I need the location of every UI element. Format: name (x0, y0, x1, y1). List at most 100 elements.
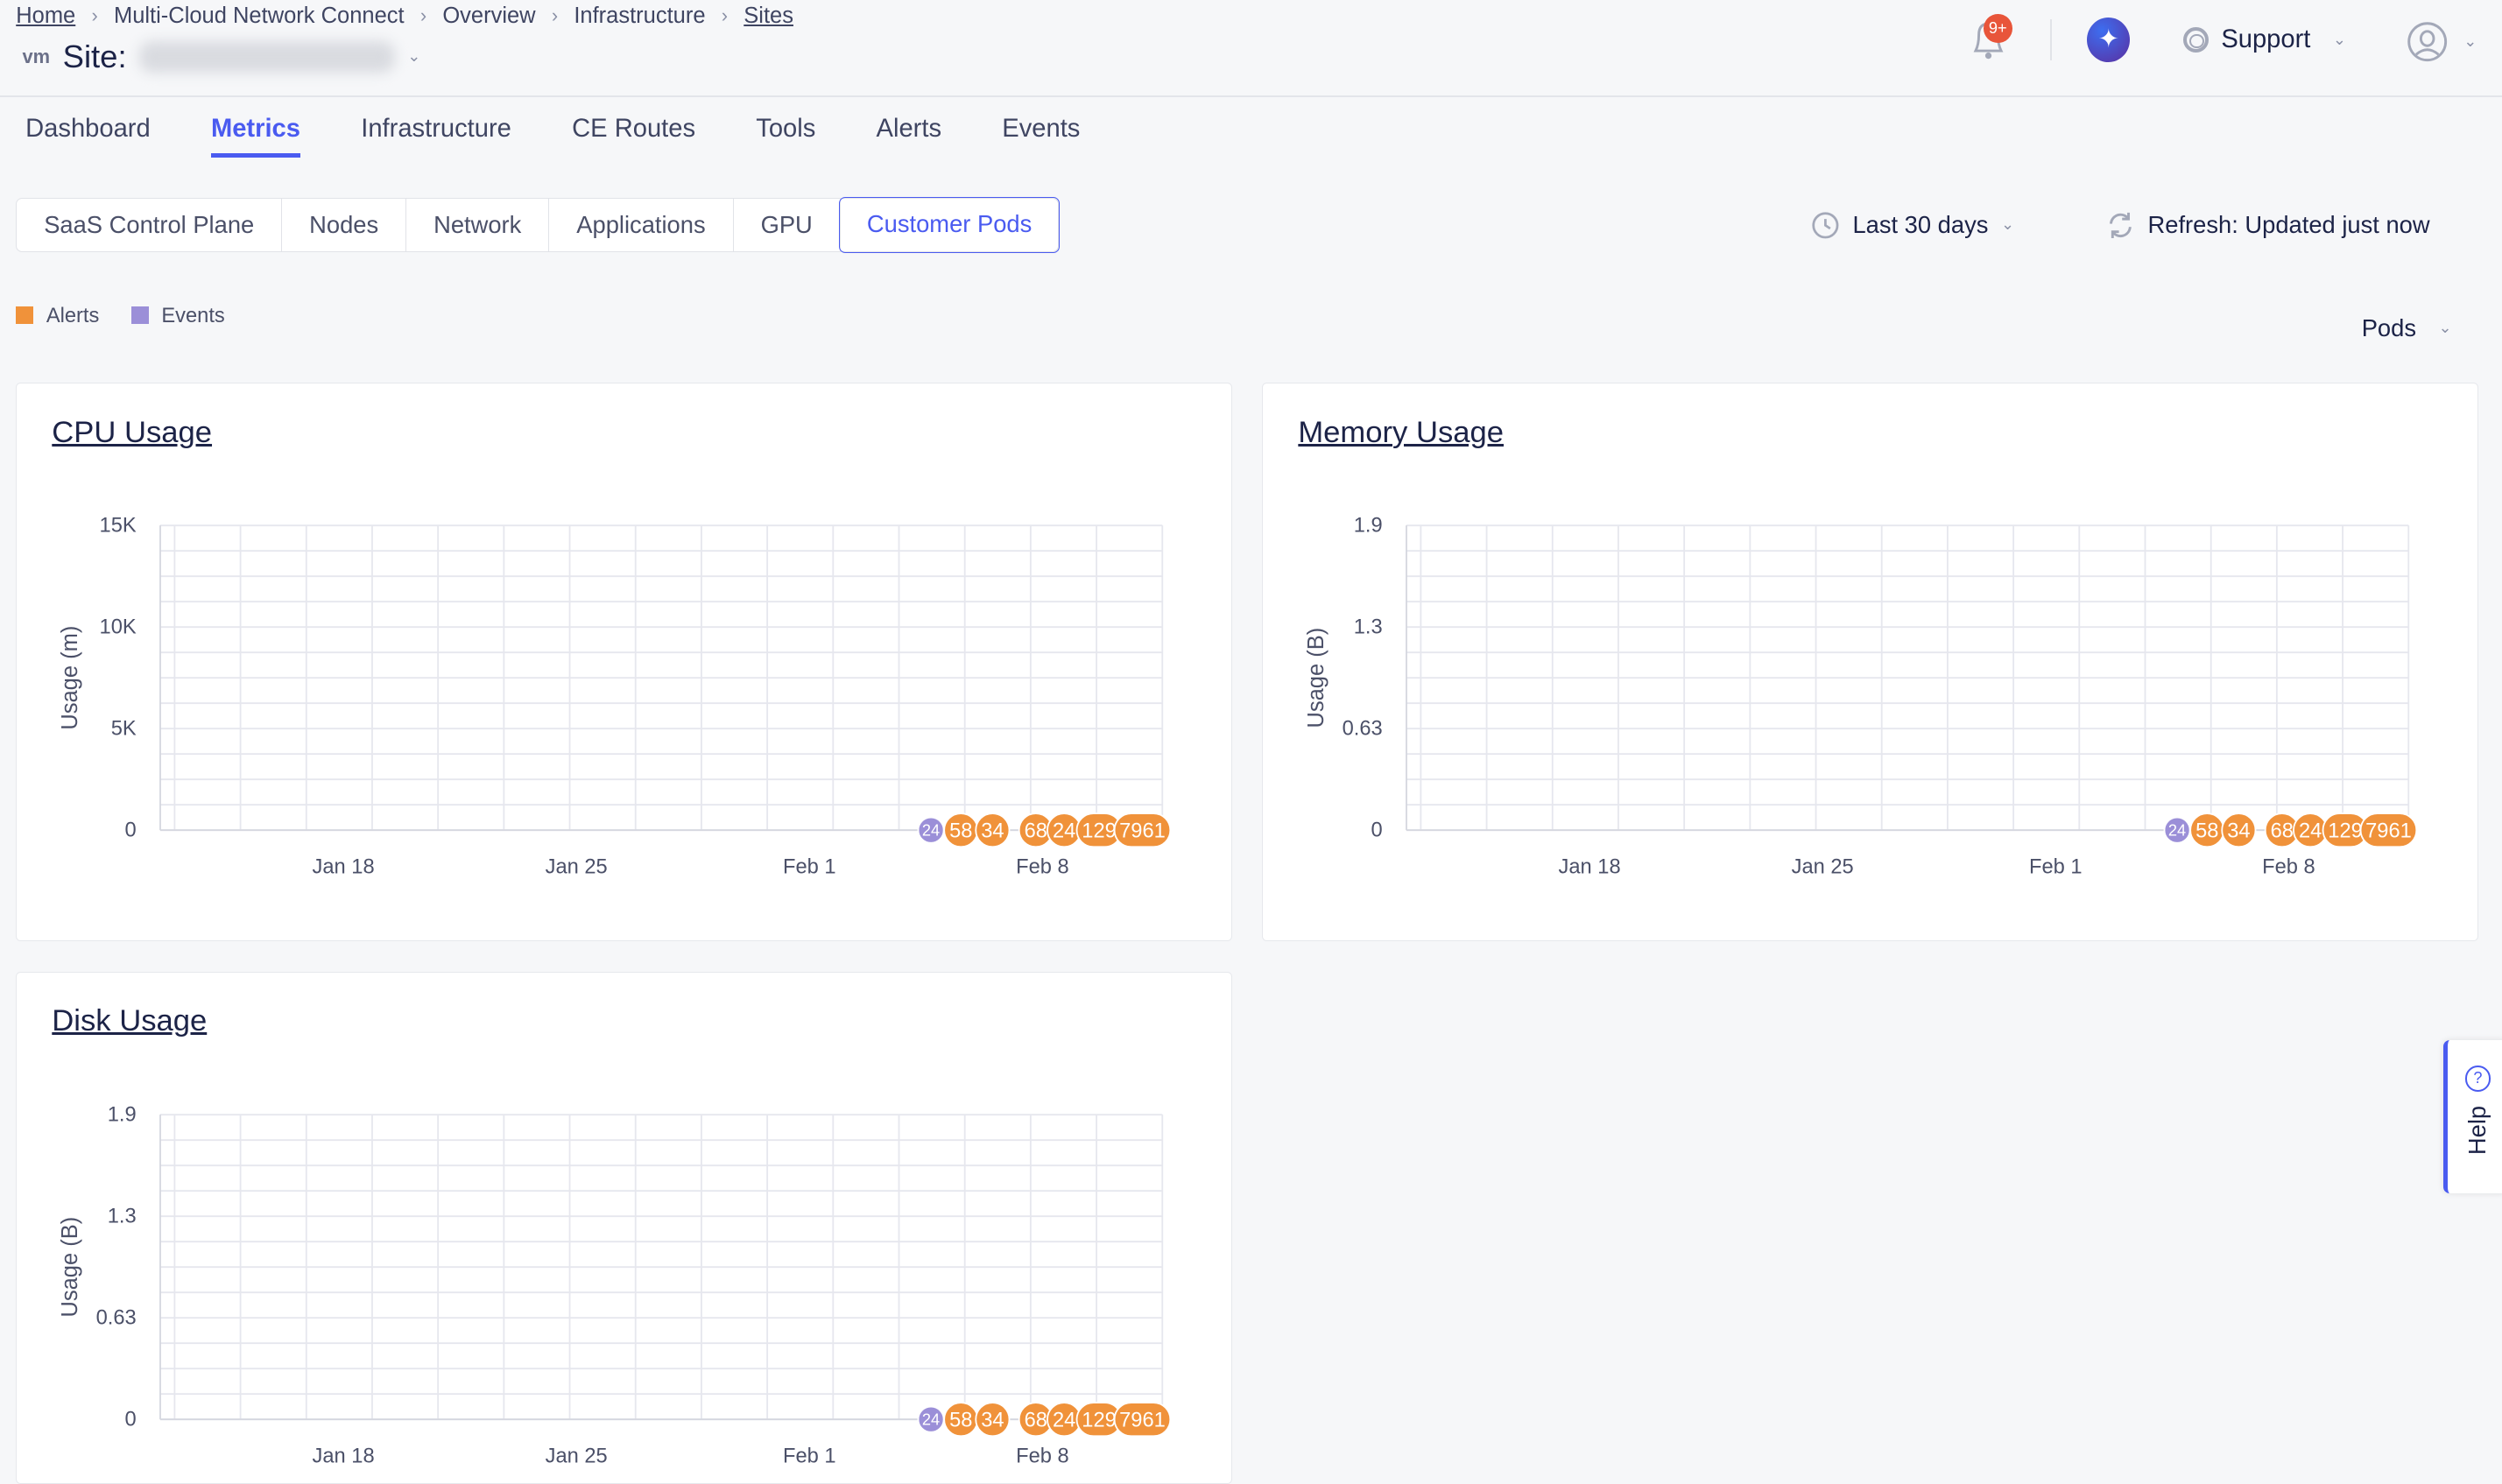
refresh-icon (2110, 212, 2132, 238)
y-tick-label: 0 (125, 1408, 137, 1431)
alert-marker[interactable]: 68 (2265, 812, 2301, 848)
event-marker[interactable]: 24 (2163, 816, 2191, 844)
x-tick-label: Feb 1 (783, 856, 836, 879)
alert-marker[interactable]: 34 (975, 1401, 1011, 1437)
site-name-redacted (139, 40, 395, 73)
memory-usage-card: Memory Usage 0 0.63 1.3 1.9 Jan 18 Jan 25 Feb … (1262, 383, 2478, 942)
group-by-label: Pods (2361, 313, 2416, 341)
x-tick-label: Feb 1 (783, 1445, 836, 1467)
grid (160, 524, 1164, 832)
x-tick-label: Jan 18 (313, 1445, 375, 1467)
subtab-applications[interactable]: Applications (549, 198, 734, 252)
x-tick-label: Jan 18 (1559, 856, 1621, 879)
site-selector[interactable]: vm Site: ⌄ (23, 39, 421, 75)
alert-marker[interactable]: 34 (2221, 812, 2257, 848)
tab-metrics[interactable]: Metrics (210, 115, 300, 158)
tab-events[interactable]: Events (1002, 115, 1081, 144)
chart-title[interactable]: CPU Usage (52, 415, 213, 449)
disk-usage-chart: 0 0.63 1.3 1.9 Jan 18 Jan 25 Feb 1 Feb 8 Usage (… (58, 1103, 1172, 1467)
marker-count: 24 (1053, 820, 1075, 843)
refresh-button[interactable]: Refresh: Updated just now (2106, 211, 2430, 240)
event-marker[interactable]: 24 (917, 816, 945, 844)
legend-events[interactable]: Events (130, 305, 225, 328)
tab-tools[interactable]: Tools (756, 115, 816, 144)
alert-marker[interactable]: 24 (1047, 1401, 1082, 1437)
alert-marker[interactable]: 7961 (1113, 812, 1172, 848)
breadcrumb-overview[interactable]: Overview (442, 3, 536, 28)
alert-marker[interactable]: 58 (2189, 812, 2225, 848)
marker-count: 24 (922, 822, 940, 840)
marker-count: 68 (1025, 1409, 1047, 1431)
marker-count: 34 (981, 1409, 1004, 1431)
y-tick-label: 1.3 (108, 1205, 137, 1227)
tab-alerts[interactable]: Alerts (876, 115, 942, 144)
y-tick-label: 15K (100, 515, 137, 538)
marker-bubble (2359, 812, 2418, 848)
lifebuoy-icon (2182, 27, 2209, 53)
time-range-label: Last 30 days (1852, 210, 1989, 238)
alert-marker[interactable]: 68 (1018, 1401, 1054, 1437)
x-tick-label: Jan 25 (1792, 856, 1854, 879)
legend-alerts[interactable]: Alerts (16, 305, 99, 328)
tab-infrastructure[interactable]: Infrastructure (361, 115, 511, 144)
alert-marker[interactable]: 129 (1075, 812, 1123, 848)
y-tick-label: 0 (125, 819, 137, 842)
subtab-saas-control-plane[interactable]: SaaS Control Plane (17, 198, 283, 252)
chevron-down-icon: ⌄ (2332, 31, 2347, 49)
cpu-usage-chart: 0 5K 10K 15K Jan 18 Jan 25 Feb 1 Feb 8 Usage (m)… (58, 515, 1172, 879)
marker-count: 24 (922, 1410, 940, 1428)
y-tick-label: 10K (100, 616, 137, 639)
marker-count: 7961 (1119, 1409, 1166, 1431)
y-tick-label: 1.9 (108, 1103, 137, 1126)
subtab-gpu[interactable]: GPU (734, 198, 841, 252)
user-menu[interactable]: ⌄ (2407, 21, 2477, 62)
main-tabs: Dashboard Metrics Infrastructure CE Rout… (25, 115, 1140, 158)
y-axis-title: Usage (B) (1305, 628, 1329, 728)
alert-marker[interactable]: 7961 (1113, 1401, 1172, 1437)
support-menu[interactable]: Support ⌄ (2182, 25, 2347, 54)
marker-count: 7961 (1119, 820, 1166, 843)
subtab-nodes[interactable]: Nodes (282, 198, 407, 252)
memory-usage-chart: 0 0.63 1.3 1.9 Jan 18 Jan 25 Feb 1 Feb 8 Usage (… (1305, 515, 2418, 879)
header-divider (0, 95, 2502, 98)
marker-count: 129 (2329, 820, 2364, 843)
x-tick-label: Feb 8 (1016, 856, 1069, 879)
notifications-button[interactable]: 9+ (1966, 14, 2012, 71)
marker-count: 7961 (2365, 820, 2412, 843)
breadcrumb-home[interactable]: Home (16, 3, 76, 28)
chart-title[interactable]: Disk Usage (52, 1004, 208, 1038)
tab-dashboard[interactable]: Dashboard (25, 115, 151, 144)
chevron-down-icon[interactable]: ⌄ (407, 47, 421, 66)
disk-usage-card: Disk Usage 0 0.63 1.3 1.9 Jan 18 Jan 25 Feb 1 F… (16, 971, 1232, 1484)
marker-bubble (975, 812, 1011, 848)
chart-legend: Alerts Events (16, 305, 225, 328)
grid (160, 1113, 1164, 1420)
notification-badge: 9+ (1983, 14, 2012, 44)
user-avatar-icon (2407, 21, 2447, 61)
alert-marker[interactable]: 24 (2293, 812, 2329, 848)
breadcrumb-mcn[interactable]: Multi-Cloud Network Connect (113, 3, 405, 28)
marker-bubble (2221, 812, 2257, 848)
subtab-customer-pods[interactable]: Customer Pods (838, 197, 1061, 253)
tab-ce-routes[interactable]: CE Routes (572, 115, 696, 144)
subtab-network[interactable]: Network (406, 198, 550, 252)
alert-marker[interactable]: 7961 (2359, 812, 2418, 848)
ai-assistant-sparkle-icon[interactable]: ✦ (2087, 18, 2131, 63)
marker-count: 129 (1082, 1409, 1117, 1431)
divider (2050, 18, 2053, 61)
alert-marker[interactable]: 58 (943, 812, 979, 848)
alert-marker[interactable]: 129 (1075, 1401, 1123, 1437)
time-range-select[interactable]: Last 30 days ⌄ (1811, 211, 2014, 240)
alert-marker[interactable]: 34 (975, 812, 1011, 848)
alert-marker[interactable]: 68 (1018, 812, 1054, 848)
alert-marker[interactable]: 58 (943, 1401, 979, 1437)
event-marker[interactable]: 24 (917, 1405, 945, 1433)
alert-marker[interactable]: 24 (1047, 812, 1082, 848)
breadcrumb-sites[interactable]: Sites (744, 3, 793, 28)
chart-title[interactable]: Memory Usage (1298, 415, 1504, 449)
group-by-select[interactable]: Pods ⌄ (2362, 314, 2452, 342)
help-tab[interactable]: ? Help (2442, 1040, 2502, 1193)
breadcrumb-infrastructure[interactable]: Infrastructure (574, 3, 706, 28)
y-tick-label: 1.9 (1354, 515, 1383, 538)
marker-bubble (1113, 812, 1172, 848)
